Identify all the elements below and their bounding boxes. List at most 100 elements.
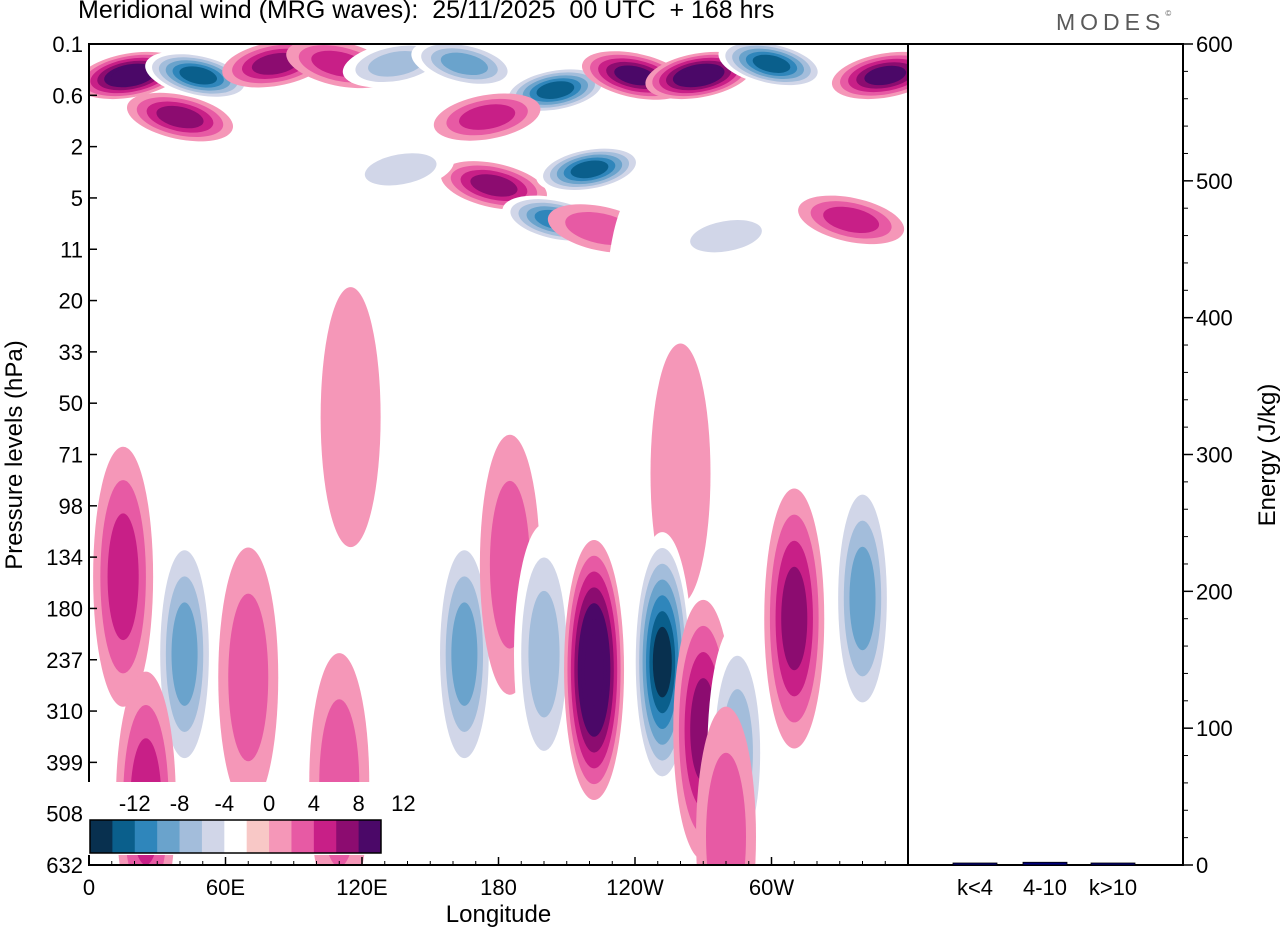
contour-band (171, 602, 198, 706)
contour-band (528, 590, 560, 718)
anomaly-positive-12 (433, 93, 541, 141)
y-tick-label: 33 (59, 340, 83, 365)
anomaly-negative-28 (434, 524, 495, 785)
colorbar-label: -8 (170, 791, 190, 816)
y-tick-label: 5 (71, 186, 83, 211)
x-tick-label: 0 (83, 875, 95, 900)
logo-mark: © (1165, 9, 1172, 18)
contour-band (823, 206, 880, 233)
energy-category-label: k<4 (957, 875, 993, 900)
colorbar-swatch (313, 820, 337, 853)
anomaly-positive-39 (696, 706, 756, 865)
anomaly-positive-25 (93, 446, 154, 707)
colorbar-label: 0 (263, 791, 275, 816)
energy-y-tick-label: 600 (1196, 32, 1233, 57)
anomaly-positive-23 (320, 287, 381, 548)
contour-band (781, 566, 808, 671)
colorbar-swatch (90, 820, 113, 853)
contour-band (111, 66, 149, 85)
x-tick-label: 120E (336, 875, 387, 900)
colorbar-swatch (112, 820, 136, 853)
energy-y-tick-label: 200 (1196, 579, 1233, 604)
anomaly-negative-1 (145, 51, 252, 100)
y-tick-label: 508 (46, 802, 83, 827)
colorbar-swatch (179, 820, 203, 853)
contour-band (195, 170, 256, 431)
anomaly-positive-19 (798, 195, 905, 245)
y-tick-label: 180 (46, 596, 83, 621)
contour-band (470, 174, 518, 197)
colorbar-label: -12 (119, 791, 151, 816)
y-tick-label: 134 (46, 545, 83, 570)
y-tick-label: 2 (71, 135, 83, 160)
contour-band (690, 220, 762, 253)
energy-category-label: 4-10 (1023, 875, 1067, 900)
pressure-axis: 0.1 0.6 2 5 11 20 33 50 71 98 134 180 237 310 399 508 63… (46, 32, 97, 878)
energy-y-tick-label: 300 (1196, 443, 1233, 468)
colorbar-swatch (269, 820, 292, 853)
y-tick-label: 0.1 (52, 32, 83, 57)
energy-y-tick-label: 100 (1196, 716, 1233, 741)
contour-band (849, 546, 876, 651)
chart-title: Meridional wind (MRG waves): 25/11/2025 … (78, 0, 775, 24)
logo-text: MODES (1056, 9, 1166, 35)
colorbar-swatch (224, 820, 248, 853)
y-tick-label: 237 (46, 648, 83, 673)
contour-band (864, 65, 907, 86)
colorbar-swatch (358, 820, 382, 853)
contour-band (752, 54, 791, 73)
modes-logo: MODES© (1056, 9, 1171, 36)
x-axis-title: Longitude (446, 901, 551, 928)
y-tick-label: 50 (59, 391, 83, 416)
longitude-axis: 0 60E 120E 180 120W 60W (83, 857, 886, 900)
contour-band (570, 160, 609, 179)
anomaly-positive-27 (218, 547, 279, 808)
contour-band (536, 81, 575, 99)
y-tick-label: 98 (59, 494, 83, 519)
pressure-axis-title: Pressure levels (hPa) (1, 340, 28, 569)
energy-category-label: k>10 (1089, 875, 1137, 900)
y-tick-label: 632 (46, 853, 83, 878)
energy-bar (1090, 862, 1136, 866)
contour-band (605, 193, 665, 454)
contour-band (459, 104, 516, 130)
contour-band (679, 66, 718, 85)
x-tick-label: 180 (480, 875, 517, 900)
colorbar-label: 4 (308, 791, 320, 816)
contour-band (320, 287, 381, 548)
colorbar-label: 12 (391, 791, 415, 816)
contour-band (584, 634, 604, 706)
anomaly-negative-30 (514, 524, 574, 785)
y-axis-title: Pressure levels (hPa) (1, 340, 28, 569)
colorbar-swatch (291, 820, 315, 853)
colorbar-frame (89, 819, 382, 854)
energy-y-tick-label: 0 (1196, 853, 1208, 878)
anomaly-negative-36 (832, 468, 893, 729)
contour-band (364, 153, 437, 186)
anomaly-positive-35 (764, 488, 825, 749)
contour-band (368, 51, 425, 77)
colorbar-swatch (336, 820, 360, 853)
contour-band (440, 52, 488, 76)
anomaly-negative-21 (195, 170, 256, 431)
contour-band (156, 105, 204, 129)
y-tick-label: 399 (46, 750, 83, 775)
colorbar: -12 -8 -4 0 4 8 12 (88, 782, 416, 855)
y-tick-label: 20 (59, 289, 83, 314)
anomaly-negative-18 (672, 212, 780, 260)
anomaly-negative-16 (347, 145, 454, 193)
colorbar-swatch (246, 820, 270, 853)
energy-bar (952, 862, 998, 866)
longitude-axis-title: Longitude (446, 901, 551, 928)
y-tick-label: 0.6 (52, 83, 83, 108)
anomaly-positive-11 (126, 92, 234, 142)
colorbar-label: 8 (352, 791, 364, 816)
x-tick-label: 60E (206, 875, 245, 900)
colorbar-swatch (201, 820, 225, 853)
anomaly-negative-26 (154, 524, 215, 785)
colorbar-swatch (134, 820, 158, 853)
x-tick-label: 60W (749, 875, 794, 900)
contour-band (451, 602, 478, 706)
